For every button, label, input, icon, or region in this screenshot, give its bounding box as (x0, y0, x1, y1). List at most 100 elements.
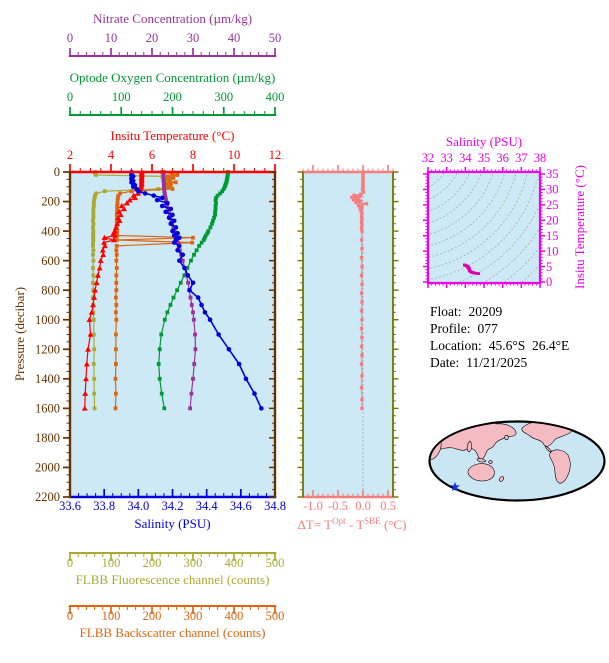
marker (118, 191, 122, 196)
marker (100, 251, 107, 258)
marker (92, 347, 97, 352)
tick-label: 34.2 (162, 499, 184, 513)
marker (114, 332, 118, 337)
marker (163, 209, 168, 215)
marker (94, 272, 101, 278)
marker (130, 184, 136, 190)
marker (114, 243, 119, 248)
marker (220, 189, 225, 194)
tick-label: 500 (266, 609, 285, 623)
tick-label: 40 (228, 31, 241, 45)
marker (171, 218, 177, 224)
marker (173, 180, 178, 185)
delta-t-background (303, 172, 393, 497)
tick-label: 2200 (35, 490, 60, 504)
marker (136, 188, 141, 194)
marker (169, 218, 174, 223)
tick-label: -0.5 (328, 499, 348, 513)
profile-label: Profile: (430, 321, 471, 336)
map-land (564, 422, 577, 428)
marker (92, 406, 97, 411)
marker (359, 220, 364, 224)
pressure-axis: 0 200 400 600 800 1000 1200 1400 1600 1800 2000 220… (12, 165, 277, 504)
marker (168, 206, 174, 212)
marker (191, 317, 196, 322)
map-land (499, 476, 504, 482)
marker (85, 346, 91, 352)
tick-label: 0.0 (355, 499, 371, 513)
tick-label: 33.6 (59, 499, 81, 513)
marker (477, 272, 481, 275)
float-location-star (450, 481, 460, 492)
marker (114, 258, 119, 263)
axis-title: Salinity (PSU) (446, 134, 522, 149)
marker (116, 193, 121, 198)
marker (114, 391, 118, 396)
tick-label: 34.8 (264, 499, 286, 513)
marker (205, 231, 210, 236)
marker (171, 176, 176, 180)
marker (212, 215, 216, 220)
marker (91, 204, 96, 208)
marker (96, 265, 103, 271)
tick-label: 35 (478, 151, 491, 165)
series-delta-t (350, 170, 369, 411)
marker (185, 266, 190, 270)
marker (114, 288, 119, 293)
marker (118, 202, 125, 209)
marker (177, 235, 182, 241)
delta-t-plot (303, 170, 393, 497)
series-ts (463, 263, 481, 275)
tick-label: 800 (41, 283, 60, 297)
marker (101, 234, 108, 241)
marker (360, 318, 364, 322)
tick-label: 4 (108, 148, 115, 162)
float-info: Float: 20209 Profile: 077 Location: 45.6°S … (430, 303, 569, 371)
tick-label: 1600 (35, 402, 60, 416)
marker (91, 218, 95, 223)
marker (111, 236, 117, 243)
map-land (476, 458, 487, 463)
nitrate-scale-bar: 0 10 20 30 40 50 Nitrate Concentration (µm/kg) (67, 11, 282, 57)
date-value: 11/21/2025 (466, 355, 528, 370)
marker (360, 188, 365, 192)
marker (191, 376, 195, 381)
marker (126, 197, 133, 203)
marker (259, 406, 264, 411)
profile-value: 077 (477, 321, 498, 336)
marker (166, 209, 171, 214)
marker (214, 201, 218, 205)
marker (218, 191, 223, 196)
marker (202, 235, 207, 240)
marker (92, 198, 97, 202)
marker (177, 243, 182, 249)
marker (359, 192, 363, 196)
marker (87, 331, 94, 337)
axis-title: FLBB Fluorescence channel (counts) (76, 572, 270, 587)
marker (182, 265, 187, 271)
tick-label: 2000 (35, 461, 60, 475)
marker (93, 193, 97, 198)
marker (115, 207, 120, 211)
marker (114, 273, 119, 278)
tick-label: 1200 (35, 342, 60, 356)
marker (101, 242, 108, 249)
tick-label: -1.0 (303, 499, 323, 513)
marker (165, 174, 170, 179)
marker (356, 196, 360, 201)
tick-label: 33.8 (93, 499, 115, 513)
marker (114, 212, 119, 217)
marker (361, 179, 365, 183)
tick-label: 50 (269, 31, 282, 45)
marker (359, 226, 364, 230)
marker (132, 194, 139, 201)
float-info-line: Location: 45.6°S 26.4°E (430, 337, 569, 354)
marker (360, 217, 364, 221)
marker (360, 300, 364, 304)
marker (360, 335, 364, 340)
marker (171, 295, 176, 300)
tick-label: 34.6 (230, 499, 252, 513)
tick-label: 38 (534, 151, 547, 165)
